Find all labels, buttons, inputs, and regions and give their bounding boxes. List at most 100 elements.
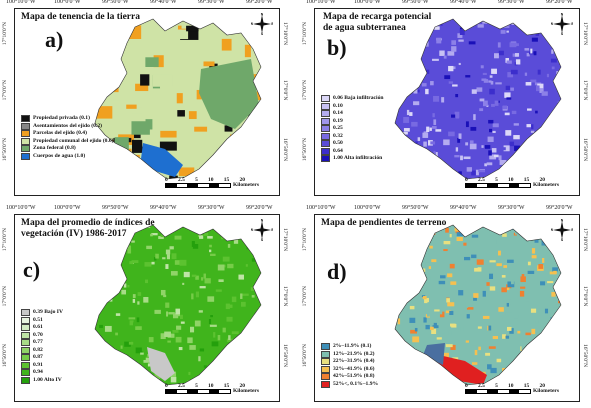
legend-entry: Zona federal (0.8): [21, 145, 114, 153]
compass-label: N: [261, 13, 264, 17]
legend-swatch: [321, 350, 330, 358]
panel-letter: b): [327, 35, 347, 60]
legend-entry: 0.10: [321, 103, 384, 111]
scale-tick-label: 0: [465, 383, 468, 389]
panel-land-tenure: 100°10'0"W 100°0'0"W 99°50'0"W 99°40'0"W 99°…: [0, 0, 290, 200]
latitude-label: 17°0'0"N: [2, 80, 8, 101]
legend-swatch: [321, 95, 330, 103]
longitude-label: 100°10'0"W: [306, 205, 336, 211]
map-frame: Mapa de recarga potencial de agua subter…: [314, 8, 580, 196]
legend-entry: 0.51: [21, 317, 63, 325]
legend-swatch: [21, 324, 30, 332]
compass-label: W: [551, 228, 554, 232]
legend-label: Zona federal (0.8): [33, 145, 76, 151]
legend-entry: 0.61: [21, 324, 63, 332]
scale-tick-label: 15: [523, 177, 530, 183]
legend-label: 0.14: [333, 110, 343, 116]
longitude-label: 99°50'0"W: [102, 0, 129, 5]
longitude-label: 99°40'0"W: [150, 0, 177, 5]
map-frame: Mapa de tenencia de la tierra a) Propiedad…: [14, 8, 280, 196]
scale-tick-label: 15: [223, 177, 230, 183]
legend-entry: 0.14: [321, 110, 384, 118]
legend-entry: 1.00 Alta infiltración: [321, 155, 384, 163]
scale-tick-label: 2.5: [177, 177, 185, 183]
legend-swatch: [21, 376, 30, 384]
legend-label: 0.10: [333, 102, 343, 109]
map-frame: Mapa de pendientes de terreno d) 2%–11.9% …: [314, 214, 580, 402]
legend-label: 0.82: [33, 346, 43, 353]
scale-unit: Kilometers: [233, 388, 259, 394]
compass-label: S: [261, 32, 264, 35]
latitude-label: 17°0'0"N: [2, 286, 8, 307]
legend-entry: Propiedad comunal del ejido (0.6): [21, 138, 114, 146]
latitude-label: 17°0'0"N: [582, 80, 588, 101]
legend-entry: 22%–31.9% (0.4): [321, 358, 378, 366]
compass-label: S: [261, 238, 264, 241]
map-title: Mapa de tenencia de la tierra: [21, 12, 140, 22]
compass-label: W: [251, 22, 254, 26]
scale-bar: 0 2.5 5 10 15 20 Kilometers: [165, 383, 275, 397]
scale-tick-label: 2.5: [477, 383, 485, 389]
longitude-label: 99°30'0"W: [498, 0, 525, 5]
legend-label: 0.32: [333, 132, 343, 139]
study-area: [395, 225, 561, 385]
latitude-label: 16°50'0"N: [282, 344, 288, 368]
study-area: [395, 19, 561, 179]
latitude-label: 17°0'0"N: [282, 80, 288, 101]
legend-label: Cuerpos de agua (1.0): [33, 152, 86, 159]
latitude-label: 17°10'0"N: [582, 228, 588, 252]
latitude-label: 17°0'0"N: [582, 286, 588, 307]
study-area-outline: [394, 18, 562, 180]
scale-tick-label: 5: [495, 177, 498, 183]
longitude-label: 100°0'0"W: [354, 205, 381, 211]
legend-swatch: [321, 373, 330, 381]
legend-swatch: [21, 145, 30, 153]
map-area: [394, 224, 562, 386]
map-area: [394, 18, 562, 180]
map-frame: Mapa del promedio de índices de vegetaci…: [14, 214, 280, 402]
compass-label: E: [571, 22, 573, 26]
legend-entry: 0.70: [21, 332, 63, 340]
legend-swatch: [321, 358, 330, 366]
compass-label: W: [251, 228, 254, 232]
map-area: [94, 224, 262, 386]
scale-tick-label: 20: [239, 177, 245, 183]
study-area-outline: [94, 224, 262, 386]
legend-swatch: [21, 122, 30, 130]
longitude-label: 99°20'0"W: [246, 205, 273, 211]
legend-label: 0.94: [33, 369, 43, 375]
latitude-label: 17°10'0"N: [2, 22, 8, 46]
legend-entry: 0.82: [21, 347, 63, 355]
scale-bar: 0 2.5 5 10 15 20 Kilometers: [465, 177, 575, 191]
legend-swatch: [21, 316, 30, 324]
legend-entry: 32%–41.9% (0.6): [321, 366, 378, 374]
scale-tick-label: 20: [539, 177, 545, 183]
map-title: Mapa de recarga potencial de agua subter…: [323, 12, 432, 33]
compass-label: N: [561, 13, 564, 17]
latitude-label: 17°10'0"N: [2, 228, 8, 252]
compass-label: E: [271, 22, 273, 26]
map-title: Mapa de pendientes de terreno: [321, 218, 447, 228]
legend-swatch: [21, 309, 30, 317]
longitude-label: 99°30'0"W: [198, 205, 225, 211]
longitude-label: 100°10'0"W: [6, 0, 36, 5]
scale-bar: 0 2.5 5 10 15 20 Kilometers: [465, 383, 575, 397]
legend-label: 12%–21.9% (0.2): [333, 350, 375, 357]
compass-label: S: [561, 32, 564, 35]
latitude-label: 17°0'0"N: [302, 80, 308, 101]
legend-swatch: [21, 346, 30, 354]
legend-swatch: [21, 361, 30, 369]
legend-entry: 42%–51.9% (0.8): [321, 373, 378, 381]
legend-swatch: [21, 331, 30, 339]
legend-entry: Asentamientos del ejido (0.2): [21, 123, 114, 131]
latitude-label: 17°10'0"N: [302, 228, 308, 252]
longitude-label: 99°20'0"W: [546, 0, 573, 5]
legend-label: Asentamientos del ejido (0.2): [33, 122, 102, 129]
legend-swatch: [321, 147, 330, 155]
longitude-label: 99°30'0"W: [198, 0, 225, 5]
legend-swatch: [21, 137, 30, 145]
scale-tick-label: 5: [195, 383, 198, 389]
scale-tick-label: 10: [208, 383, 214, 389]
legend-entry: 0.87: [21, 354, 63, 362]
map-legend: 0.06 Baja infiltración 0.10 0.14 0.19 0.25 0.…: [321, 95, 384, 163]
